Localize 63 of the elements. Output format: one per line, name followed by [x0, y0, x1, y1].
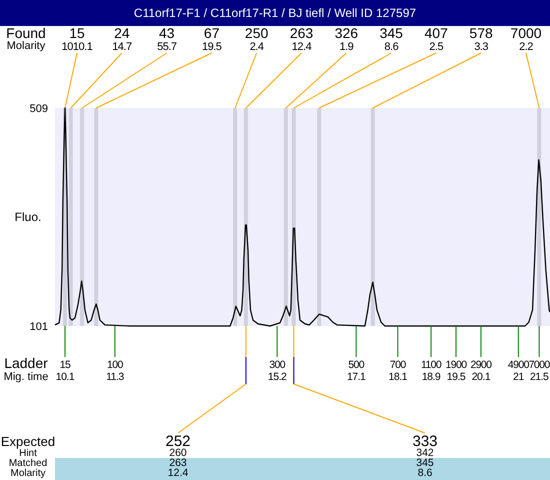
annotation: 1900 — [446, 359, 468, 371]
x-tick-label: 15.2 — [268, 371, 288, 383]
text: Matched — [8, 458, 48, 469]
text: 19.5 — [202, 41, 222, 53]
annotation: 345 — [380, 25, 404, 41]
annotation: 407 — [424, 25, 448, 41]
annotation: 333 — [412, 433, 438, 450]
text: 260 — [169, 447, 187, 459]
x-tick-label: 11.3 — [106, 371, 124, 383]
annotation: 15 — [69, 25, 85, 41]
annotation: 250 — [244, 25, 268, 41]
text: 1.9 — [340, 41, 354, 53]
annotation: 500 — [348, 359, 365, 371]
annotation: 578 — [469, 25, 493, 41]
annotation: 252 — [165, 433, 191, 450]
text: 2.2 — [519, 41, 534, 53]
annotation: 100 — [107, 359, 124, 371]
y-tick-label: 509 — [30, 103, 48, 115]
annotation: 326 — [334, 25, 358, 41]
annotation: 700 — [390, 359, 406, 371]
x-tick-label: 21.5 — [530, 371, 550, 383]
text: 2.5 — [429, 41, 444, 53]
text: 2.4 — [250, 41, 264, 53]
text: 263 — [169, 457, 187, 469]
annotation: 15 — [60, 359, 71, 371]
annotation: 4900 — [508, 359, 530, 371]
text: 12.4 — [292, 41, 312, 53]
annotation: 67 — [204, 25, 220, 41]
text: 342 — [416, 447, 434, 459]
text: Molarity — [6, 40, 46, 52]
text: 345 — [416, 457, 434, 469]
x-tick-label: 17.1 — [346, 371, 366, 383]
annotation: 7000 — [510, 25, 542, 41]
x-tick-label: 20.1 — [472, 371, 491, 383]
annotation: 1100 — [420, 359, 442, 371]
text: Molarity — [10, 468, 46, 479]
y-axis-title: Fluo. — [14, 210, 42, 224]
annotation: 263 — [290, 25, 314, 41]
chart-title: C11orf17-F1 / C11orf17-R1 / BJ tiefl / Well ID 127597 — [134, 6, 416, 20]
annotation: 300 — [269, 359, 286, 371]
text: Expected — [0, 434, 56, 449]
text: 12.4 — [168, 467, 188, 479]
text: Hint — [19, 448, 38, 459]
annotation: 24 — [114, 25, 130, 41]
text: Ladder — [4, 355, 48, 371]
y-tick-label: 101 — [30, 321, 48, 333]
annotation: 7000 — [528, 359, 550, 371]
x-tick-label: 18.9 — [422, 371, 441, 383]
x-tick-label: 19.5 — [446, 371, 466, 383]
line-series — [54, 107, 550, 327]
text: Mig. time — [4, 371, 48, 383]
text: 8.6 — [418, 467, 432, 479]
annotation: 2900 — [470, 359, 492, 371]
x-tick-label: 21 — [513, 371, 524, 383]
annotation: 43 — [159, 25, 175, 41]
text: 3.3 — [474, 41, 488, 53]
text: 8.6 — [384, 41, 399, 53]
text: Found — [6, 25, 46, 41]
text: 1010.1 — [62, 41, 93, 53]
text: 55.7 — [157, 41, 177, 53]
text: 14.7 — [112, 41, 132, 53]
x-tick-label: 10.1 — [56, 371, 75, 383]
x-tick-label: 18.1 — [388, 371, 408, 383]
